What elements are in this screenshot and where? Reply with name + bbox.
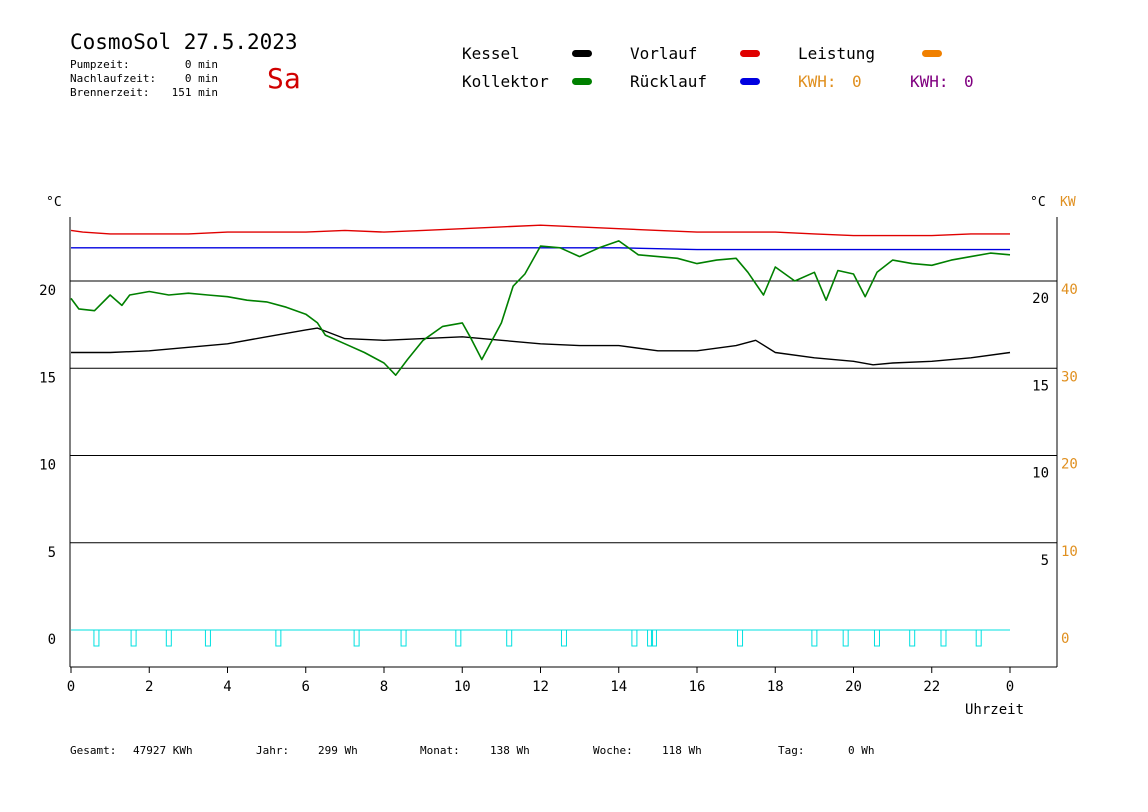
y-tick-label-left: 0 xyxy=(48,632,56,648)
legend-ruecklauf-swatch xyxy=(740,78,760,85)
y-tick-label-left: 15 xyxy=(39,370,56,386)
y-axis-unit-power: KW xyxy=(1060,195,1076,210)
y-tick-label-power: 40 xyxy=(1061,282,1078,298)
y-tick-label-power: 10 xyxy=(1061,544,1078,560)
footer-tag-value: 0 Wh xyxy=(848,744,875,757)
kwh-purple-value: 0 xyxy=(964,72,974,91)
x-tick-label: 0 xyxy=(1006,679,1014,695)
x-tick-label: 8 xyxy=(380,679,388,695)
pump-marker xyxy=(455,629,462,647)
pump-marker xyxy=(560,629,567,647)
y-tick-label-power: 0 xyxy=(1061,631,1069,647)
footer-jahr-value: 299 Wh xyxy=(318,744,358,757)
x-tick-label: 4 xyxy=(223,679,231,695)
x-tick-label: 6 xyxy=(302,679,310,695)
pump-marker xyxy=(631,629,638,647)
pump-marker xyxy=(93,629,100,647)
stat-nachlaufzeit-value: 0 min xyxy=(184,72,218,85)
chart-title: CosmoSol 27.5.2023 xyxy=(70,30,298,54)
footer-gesamt-value: 47927 KWh xyxy=(133,744,193,757)
legend-kessel-swatch xyxy=(572,50,592,57)
kwh-purple-label: KWH: xyxy=(910,72,949,91)
x-tick-label: 0 xyxy=(67,679,75,695)
pump-marker xyxy=(506,629,513,647)
footer-jahr-label: Jahr: xyxy=(256,744,290,757)
pump-marker xyxy=(940,629,947,647)
x-axis-label: Uhrzeit xyxy=(965,702,1024,718)
x-tick-label: 12 xyxy=(532,679,549,695)
x-tick-label: 16 xyxy=(689,679,706,695)
pump-marker xyxy=(647,629,654,647)
stat-brennerzeit-value: 151 min xyxy=(171,86,218,99)
legend-kollektor-label: Kollektor xyxy=(462,72,549,91)
x-tick-label: 10 xyxy=(454,679,471,695)
stat-nachlaufzeit-label: Nachlaufzeit: xyxy=(70,72,157,85)
x-tick-label: 20 xyxy=(845,679,862,695)
y-tick-label-right: 15 xyxy=(1032,378,1049,394)
footer-monat-label: Monat: xyxy=(420,744,460,757)
legend-leistung-label: Leistung xyxy=(798,44,876,63)
legend-vorlauf-label: Vorlauf xyxy=(630,44,698,63)
pump-marker xyxy=(650,629,657,647)
kwh-orange-value: 0 xyxy=(852,72,862,91)
y-axis-unit-right: °C xyxy=(1030,195,1046,210)
y-axis-unit-left: °C xyxy=(46,195,62,210)
footer-woche-value: 118 Wh xyxy=(662,744,702,757)
pump-marker xyxy=(204,629,211,647)
footer-monat-value: 138 Wh xyxy=(490,744,530,757)
stat-pumpzeit-value: 0 min xyxy=(184,58,218,71)
series-line-ruecklauf xyxy=(71,247,1010,251)
legend-vorlauf-swatch xyxy=(740,50,760,57)
legend-ruecklauf-label: Rücklauf xyxy=(630,72,708,91)
pump-marker xyxy=(165,629,172,647)
pump-marker xyxy=(130,629,137,647)
pump-marker xyxy=(400,629,407,647)
pump-marker xyxy=(737,629,744,647)
pump-marker xyxy=(275,629,282,647)
pump-marker xyxy=(873,629,880,647)
weekday-label: Sa xyxy=(267,62,301,95)
y-tick-label-left: 20 xyxy=(39,283,56,299)
pump-marker xyxy=(811,629,818,647)
stat-brennerzeit-label: Brennerzeit: xyxy=(70,86,150,99)
footer-gesamt-label: Gesamt: xyxy=(70,744,117,757)
pump-marker xyxy=(842,629,849,647)
x-tick-label: 2 xyxy=(145,679,153,695)
stat-pumpzeit-label: Pumpzeit: xyxy=(70,58,130,71)
y-tick-label-right: 20 xyxy=(1032,291,1049,307)
pump-marker xyxy=(353,629,360,647)
y-tick-label-power: 30 xyxy=(1061,369,1078,385)
y-tick-label-left: 10 xyxy=(39,458,56,474)
series-line-kessel xyxy=(71,327,1011,366)
y-tick-label-power: 20 xyxy=(1061,457,1078,473)
y-tick-label-right: 10 xyxy=(1032,466,1049,482)
y-tick-label-right: 5 xyxy=(1041,553,1049,569)
y-tick-label-left: 5 xyxy=(48,545,56,561)
series-line-vorlauf xyxy=(70,224,1010,237)
legend-kollektor-swatch xyxy=(572,78,592,85)
legend-kessel-label: Kessel xyxy=(462,44,520,63)
x-tick-label: 18 xyxy=(767,679,784,695)
pump-marker xyxy=(909,629,916,647)
kwh-orange-label: KWH: xyxy=(798,72,837,91)
series-line-kollektor xyxy=(70,240,1011,377)
legend-leistung-swatch xyxy=(922,50,942,57)
x-tick-label: 14 xyxy=(610,679,627,695)
x-tick-label: 22 xyxy=(923,679,940,695)
footer-woche-label: Woche: xyxy=(593,744,633,757)
footer-tag-label: Tag: xyxy=(778,744,805,757)
pump-marker xyxy=(975,629,982,647)
